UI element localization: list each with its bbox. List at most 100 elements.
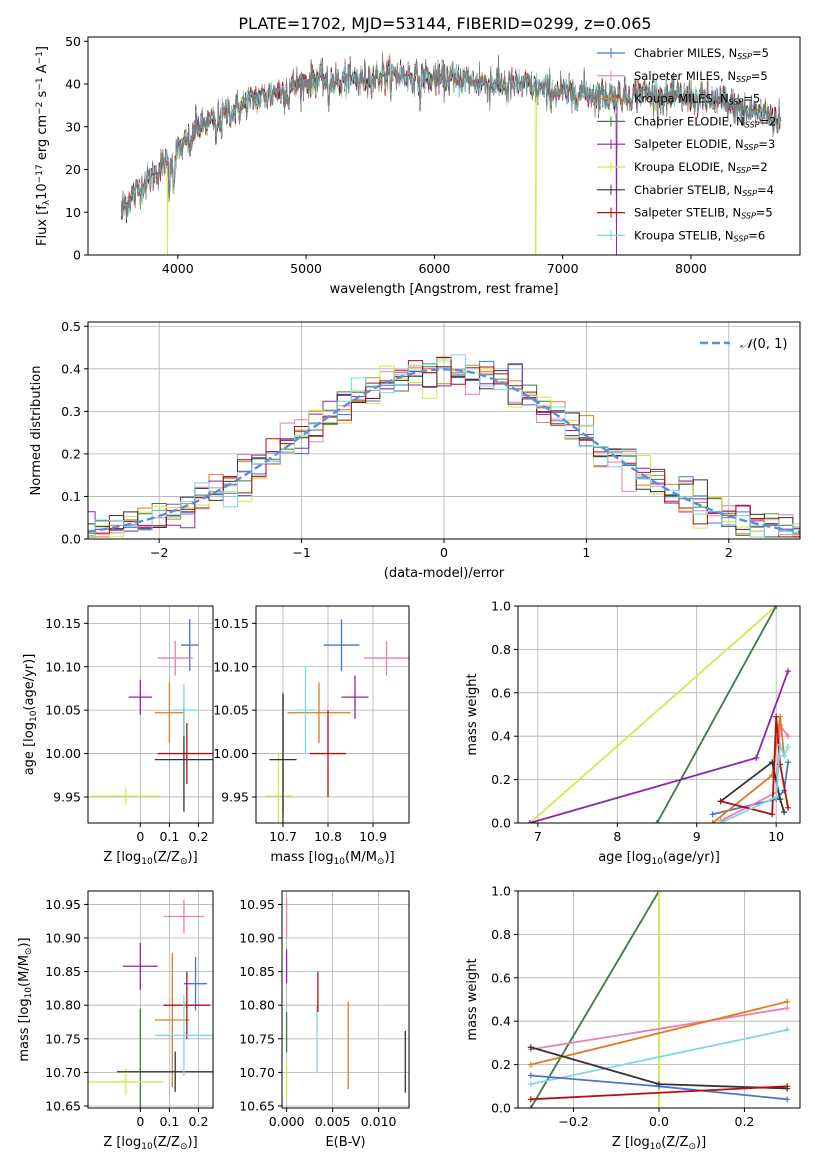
label-part: )] <box>17 937 32 947</box>
series-marker <box>785 804 792 811</box>
label-part: 10 <box>334 857 346 867</box>
plot-area <box>265 619 409 823</box>
series-marker <box>785 733 792 740</box>
series-marker <box>777 796 784 803</box>
legend-label: Salpeter STELIB, NSSP=5 <box>634 206 773 221</box>
axes: 0 0.1 0.2 10.65 10.70 10.75 10.80 10.85 10.90 10.… <box>17 890 214 1152</box>
axes: 10.7 10.8 10.9 9.95 10.00 10.05 10.10 10.15 mass… <box>213 605 410 867</box>
y-tick-label: 0.8 <box>491 642 511 657</box>
y-axis-label: mass weight <box>465 673 480 755</box>
x-tick-label: 0.000 <box>269 1114 305 1129</box>
series-line <box>656 606 777 823</box>
y-tick-label: 0.1 <box>61 489 81 504</box>
plot-area <box>88 899 213 1108</box>
label-part: =5 <box>743 92 760 106</box>
errorbar-point <box>157 640 193 676</box>
errorbar-point <box>90 787 161 805</box>
errorbar-point <box>117 1051 213 1092</box>
series-line <box>529 606 777 823</box>
y-axis-label: Normed distribution <box>29 366 44 496</box>
x-tick-label: 0.0 <box>649 1114 669 1129</box>
x-tick-label: 0 <box>136 829 144 844</box>
x-tick-label: 1 <box>582 545 590 560</box>
x-tick-label: 8 <box>613 829 621 844</box>
errorbar-point <box>154 995 213 1076</box>
y-tick-label: 10.65 <box>45 1098 81 1113</box>
plot-area <box>527 891 791 1108</box>
x-axis-label: E(B-V) <box>325 1135 365 1150</box>
series-line <box>720 760 785 813</box>
errorbar-point <box>163 971 211 1039</box>
errorbar-point <box>323 619 360 672</box>
y-tick-label: 10.75 <box>239 1031 275 1046</box>
y-tick-label: 10.00 <box>45 746 81 761</box>
series-marker <box>773 713 780 720</box>
label-part: 10 <box>651 857 663 867</box>
label-part: Kroupa STELIB, N <box>634 228 734 242</box>
y-tick-label: 0.2 <box>491 772 511 787</box>
y-axis-label: mass [log10(M/M⊙)] <box>17 937 34 1061</box>
label-part: =4 <box>757 183 774 197</box>
label-part: Chabrier STELIB, N <box>634 183 742 197</box>
axes-frame <box>281 890 410 1109</box>
figure-title: PLATE=1702, MJD=53144, FIBERID=0299, z=0… <box>238 14 651 33</box>
x-tick-label: −0.2 <box>558 1114 588 1129</box>
y-tick-label: 20 <box>65 162 81 177</box>
legend-label: Chabrier MILES, NSSP=5 <box>634 46 769 61</box>
label-part: 10 <box>141 1142 153 1152</box>
y-tick-label: 1.0 <box>491 599 511 614</box>
y-tick-label: 9.95 <box>221 789 249 804</box>
y-tick-label: 10.65 <box>239 1098 275 1113</box>
chart-mass-Z: 0 0.1 0.2 10.65 10.70 10.75 10.80 10.85 10.90 10.… <box>17 890 214 1152</box>
label-part: SSP <box>742 189 757 198</box>
x-tick-label: 4000 <box>162 261 194 276</box>
errorbar-point <box>364 640 409 676</box>
x-axis-label: Z [log10(Z/Z⊙)] <box>103 1135 197 1152</box>
errorbar-point <box>122 942 158 990</box>
x-tick-label: 10.7 <box>269 829 297 844</box>
x-tick-label: 10.9 <box>359 829 387 844</box>
x-tick-label: 0.2 <box>189 1114 209 1129</box>
label-part: −17 <box>35 164 45 183</box>
errorbar-point <box>310 710 346 797</box>
label-part: (Z/Z <box>661 1135 688 1150</box>
axes-frame <box>255 605 410 824</box>
series-marker <box>656 1105 662 1108</box>
y-tick-label: 0.6 <box>491 685 511 700</box>
y-tick-label: 10.85 <box>239 964 275 979</box>
y-tick-label: 0.4 <box>491 1014 511 1029</box>
label-part: age [log <box>598 850 651 865</box>
label-part: SSP <box>737 52 752 61</box>
label-part: =3 <box>758 137 775 151</box>
label-part: Salpeter STELIB, N <box>634 206 741 220</box>
gaussian-curve <box>88 368 800 533</box>
y-tick-label: 0.8 <box>491 927 511 942</box>
legend-label: Salpeter ELODIE, NSSP=3 <box>634 137 775 152</box>
series-marker <box>784 1005 791 1012</box>
y-axis-label: Flux [fλ10−17 erg cm−2 s−1 A−1] <box>35 46 52 246</box>
y-tick-label: 9.95 <box>53 789 81 804</box>
label-part: SSP <box>744 144 759 153</box>
label-part: mass [log <box>270 850 333 865</box>
label-part: ⊙ <box>180 1142 188 1152</box>
x-tick-label: 6000 <box>418 261 450 276</box>
chart-mass-ebv: 0.000 0.005 0.010 10.65 10.70 10.75 10.80 10.85… <box>239 890 410 1150</box>
label-part: ⊙ <box>688 1142 696 1152</box>
label-part: Kroupa ELODIE, N <box>634 160 736 174</box>
legend-label: Salpeter MILES, NSSP=5 <box>634 69 768 84</box>
label-part: −1 <box>35 77 45 90</box>
y-tick-label: 10.80 <box>239 998 275 1013</box>
axes-frame <box>87 36 801 256</box>
y-tick-label: 0 <box>73 248 81 263</box>
y-tick-label: 10.95 <box>45 897 81 912</box>
y-tick-label: 10.85 <box>45 964 81 979</box>
y-tick-label: 0.2 <box>61 446 81 461</box>
label-part: Salpeter ELODIE, N <box>634 137 744 151</box>
errorbar-point <box>183 956 208 1011</box>
label-part: erg cm <box>35 115 50 164</box>
x-tick-label: 0.010 <box>361 1114 397 1129</box>
legend-label: Kroupa ELODIE, NSSP=2 <box>634 160 768 175</box>
label-part: 10 <box>141 857 153 867</box>
x-tick-label: 8000 <box>675 261 707 276</box>
